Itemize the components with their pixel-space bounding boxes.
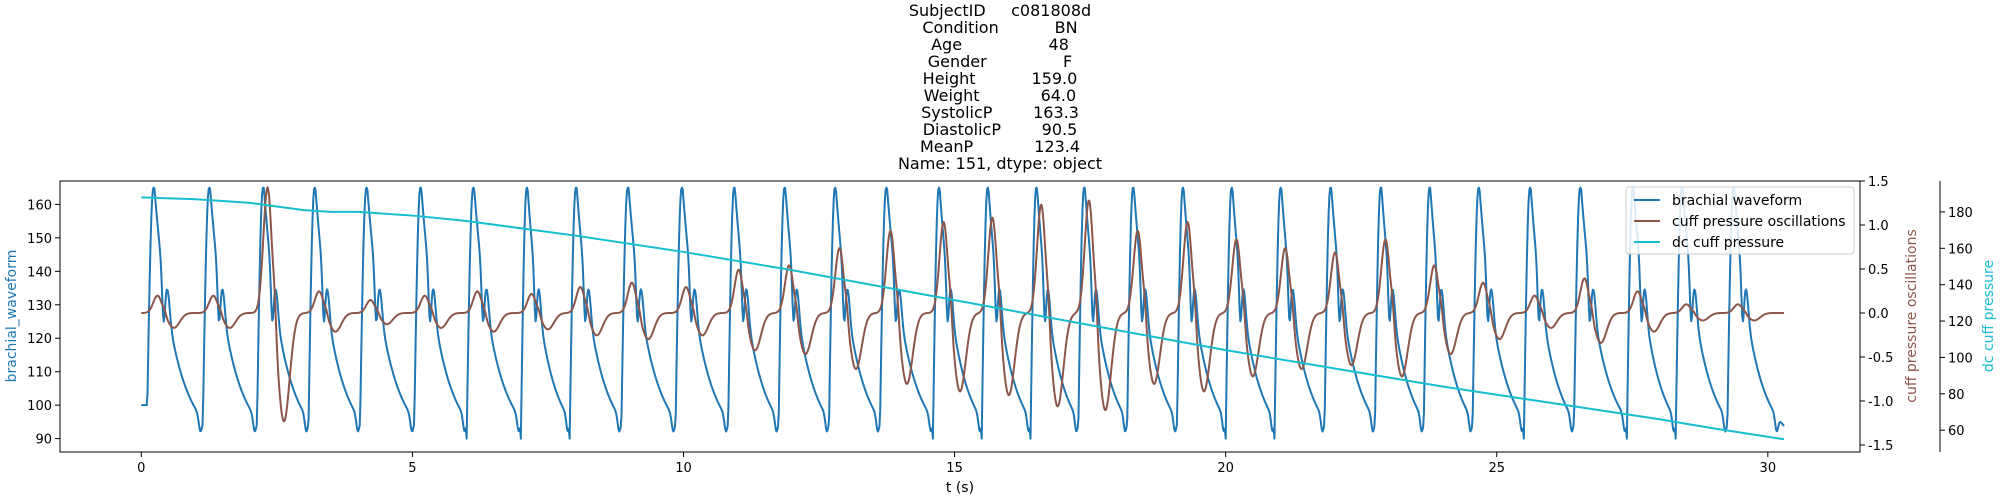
right2-axis-label: dc cuff pressure: [1981, 260, 1997, 372]
left-axis-label: brachial_waveform: [4, 250, 20, 383]
title-line-age: Age 48: [931, 35, 1069, 54]
ticks-layer: 0 5 10 15 20 25 30 90 100 110 120 130 140 150 160 -1.5 -…: [27, 175, 1973, 476]
title-line-meanp: MeanP 123.4: [919, 137, 1081, 156]
legend-label-oscillations: cuff pressure oscillations: [1672, 214, 1846, 230]
right2-tick-label: 160: [1948, 242, 1973, 257]
series-dc-cuff-pressure-line: [141, 196, 1785, 441]
right1-tick-label: 1.5: [1868, 175, 1889, 190]
plot-frame: [59, 180, 1861, 453]
right1-tick-label: 1.0: [1868, 219, 1889, 234]
right2-tick-label: 120: [1948, 315, 1973, 330]
right1-tick-label: 0.0: [1868, 307, 1889, 322]
left-tick-label: 160: [27, 198, 52, 213]
legend-box: [1625, 186, 1855, 255]
title-line-diastolicp: DiastolicP 90.5: [922, 120, 1078, 139]
right2-tick-label: 180: [1948, 206, 1973, 221]
x-tick-label: 25: [1488, 461, 1505, 476]
legend: brachial waveform cuff pressure oscillat…: [1625, 186, 1855, 255]
series-layer: [141, 186, 1785, 441]
right2-tick-label: 80: [1948, 388, 1965, 403]
left-tick-label: 140: [27, 265, 52, 280]
x-tick-label: 0: [137, 461, 145, 476]
left-tick-label: 150: [27, 232, 52, 247]
title-line-name-dtype: Name: 151, dtype: object: [897, 154, 1103, 173]
left-tick-label: 100: [27, 399, 52, 414]
left-tick-label: 90: [35, 433, 52, 448]
title-line-systolicp: SystolicP 163.3: [921, 103, 1079, 122]
x-tick-label: 10: [675, 461, 692, 476]
right1-axis-label: cuff pressure oscillations: [1904, 229, 1920, 403]
right1-tick-label: -0.5: [1868, 351, 1893, 366]
left-tick-label: 110: [27, 366, 52, 381]
x-tick-label: 20: [1217, 461, 1234, 476]
title-line-subjectid: SubjectID c081808d: [908, 1, 1092, 20]
title-line-height: Height 159.0: [922, 69, 1078, 88]
x-axis-label: t (s): [946, 480, 974, 496]
series-cuff-oscillations-line: [141, 186, 1785, 423]
title-line-weight: Weight 64.0: [923, 86, 1077, 105]
right1-tick-label: -1.0: [1868, 395, 1893, 410]
legend-label-brachial: brachial waveform: [1672, 193, 1802, 209]
legend-label-dc-cuff: dc cuff pressure: [1672, 235, 1784, 251]
title-line-condition: Condition BN: [922, 18, 1078, 37]
right1-tick-label: -1.5: [1868, 439, 1893, 454]
right2-tick-label: 60: [1948, 424, 1965, 439]
right1-tick-label: 0.5: [1868, 263, 1889, 278]
series-brachial-waveform-line: [141, 186, 1785, 440]
title-line-gender: Gender F: [927, 52, 1073, 71]
left-tick-label: 120: [27, 332, 52, 347]
right2-tick-label: 140: [1948, 279, 1973, 294]
x-tick-label: 5: [408, 461, 416, 476]
left-tick-label: 130: [27, 299, 52, 314]
right2-tick-label: 100: [1948, 351, 1973, 366]
x-tick-label: 30: [1760, 461, 1777, 476]
x-tick-label: 15: [946, 461, 963, 476]
